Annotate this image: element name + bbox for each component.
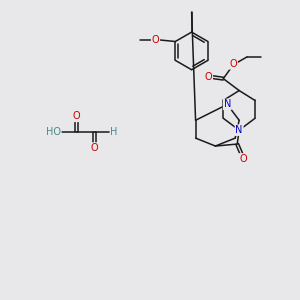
Text: N: N	[224, 99, 231, 110]
Text: O: O	[205, 72, 212, 82]
Text: O: O	[230, 59, 237, 69]
Text: O: O	[239, 154, 247, 164]
Text: O: O	[91, 143, 98, 153]
Text: O: O	[73, 111, 80, 121]
Text: O: O	[152, 34, 159, 44]
Text: H: H	[110, 127, 118, 137]
Text: N: N	[236, 125, 243, 135]
Text: HO: HO	[46, 127, 61, 137]
